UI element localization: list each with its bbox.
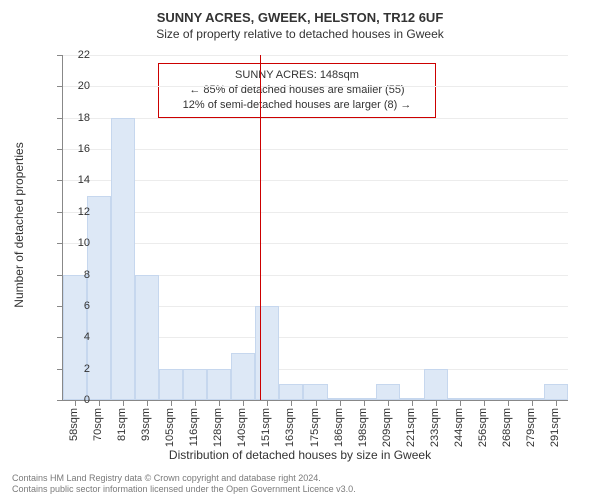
histogram-bar <box>231 353 255 400</box>
gridline <box>63 86 568 87</box>
x-tick-label: 291sqm <box>549 408 561 447</box>
x-tick <box>316 400 317 406</box>
x-tick-label: 279sqm <box>525 408 537 447</box>
x-tick <box>460 400 461 406</box>
x-tick-label: 140sqm <box>236 408 248 447</box>
x-tick-label: 221sqm <box>405 408 417 447</box>
x-tick-label: 128sqm <box>212 408 224 447</box>
x-tick-label: 105sqm <box>164 408 176 447</box>
x-tick <box>556 400 557 406</box>
y-tick-label: 2 <box>60 363 90 375</box>
histogram-bar <box>135 275 159 400</box>
x-tick-label: 151sqm <box>260 408 272 447</box>
x-tick-label: 244sqm <box>453 408 465 447</box>
histogram-bar <box>159 369 183 400</box>
footer-text: Contains HM Land Registry data © Crown c… <box>12 473 356 496</box>
x-tick-label: 93sqm <box>140 408 152 441</box>
y-tick-label: 18 <box>60 112 90 124</box>
x-tick-label: 81sqm <box>116 408 128 441</box>
histogram-bar <box>376 384 400 400</box>
y-tick-label: 6 <box>60 300 90 312</box>
x-tick <box>267 400 268 406</box>
chart-title: SUNNY ACRES, GWEEK, HELSTON, TR12 6UF <box>0 0 600 25</box>
x-tick <box>147 400 148 406</box>
x-tick <box>388 400 389 406</box>
x-axis-label: Distribution of detached houses by size … <box>0 448 600 462</box>
x-tick-label: 198sqm <box>357 408 369 447</box>
plot-area: SUNNY ACRES: 148sqm ← 85% of detached ho… <box>62 55 568 401</box>
y-tick-label: 0 <box>60 394 90 406</box>
y-tick-label: 22 <box>60 49 90 61</box>
x-tick-label: 256sqm <box>477 408 489 447</box>
histogram-bar <box>183 369 207 400</box>
x-tick <box>195 400 196 406</box>
footer-line1: Contains HM Land Registry data © Crown c… <box>12 473 356 485</box>
gridline <box>63 55 568 56</box>
chart-container: SUNNY ACRES, GWEEK, HELSTON, TR12 6UF Si… <box>0 0 600 500</box>
x-tick <box>243 400 244 406</box>
x-tick <box>340 400 341 406</box>
gridline <box>63 243 568 244</box>
gridline <box>63 149 568 150</box>
footer-line2: Contains public sector information licen… <box>12 484 356 496</box>
histogram-bar <box>424 369 448 400</box>
histogram-bar <box>279 384 303 400</box>
x-tick <box>508 400 509 406</box>
x-tick <box>219 400 220 406</box>
x-tick-label: 233sqm <box>429 408 441 447</box>
histogram-bar <box>111 118 135 400</box>
x-tick <box>171 400 172 406</box>
x-tick <box>364 400 365 406</box>
annotation-line3: 12% of semi-detached houses are larger (… <box>167 98 427 113</box>
gridline <box>63 118 568 119</box>
gridline <box>63 180 568 181</box>
annotation-line1: SUNNY ACRES: 148sqm <box>167 68 427 83</box>
annotation-line2: ← 85% of detached houses are smaller (55… <box>167 83 427 98</box>
x-tick-label: 116sqm <box>188 408 200 446</box>
x-tick-label: 268sqm <box>501 408 513 447</box>
y-tick-label: 16 <box>60 143 90 155</box>
annotation-box: SUNNY ACRES: 148sqm ← 85% of detached ho… <box>158 63 436 118</box>
y-tick-label: 12 <box>60 206 90 218</box>
reference-line <box>260 55 261 400</box>
x-tick-label: 58sqm <box>68 408 80 441</box>
y-tick-label: 8 <box>60 269 90 281</box>
x-tick-label: 186sqm <box>333 408 345 447</box>
histogram-bar <box>255 306 279 400</box>
y-axis-label: Number of detached properties <box>12 142 26 307</box>
x-tick-label: 175sqm <box>309 408 321 447</box>
y-tick-label: 4 <box>60 331 90 343</box>
x-tick-label: 70sqm <box>92 408 104 441</box>
y-tick-label: 14 <box>60 174 90 186</box>
chart-subtitle: Size of property relative to detached ho… <box>0 25 600 41</box>
histogram-bar <box>303 384 327 400</box>
histogram-bar <box>207 369 231 400</box>
y-tick-label: 20 <box>60 80 90 92</box>
x-tick <box>484 400 485 406</box>
x-tick-label: 163sqm <box>284 408 296 447</box>
x-tick <box>412 400 413 406</box>
gridline <box>63 212 568 213</box>
x-tick <box>99 400 100 406</box>
x-tick <box>436 400 437 406</box>
histogram-bar <box>544 384 568 400</box>
x-tick <box>291 400 292 406</box>
y-tick-label: 10 <box>60 237 90 249</box>
x-tick <box>532 400 533 406</box>
histogram-bar <box>87 196 111 400</box>
x-tick-label: 209sqm <box>381 408 393 447</box>
x-tick <box>123 400 124 406</box>
